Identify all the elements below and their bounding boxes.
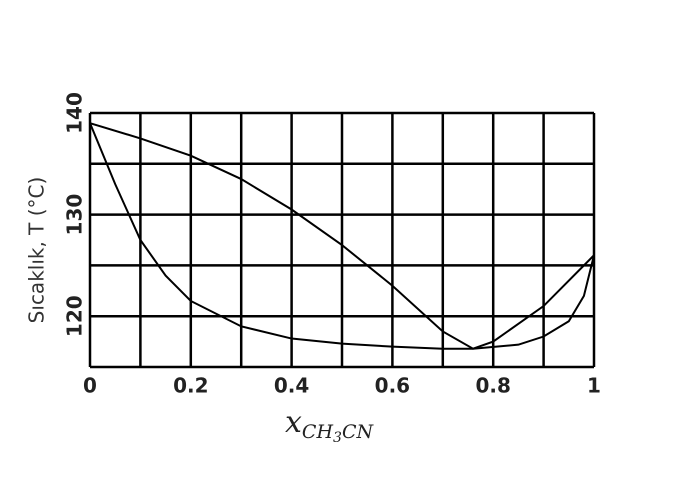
x-tick-label: 0 xyxy=(83,374,97,398)
x-label-subsub: 3 xyxy=(333,430,342,446)
x-label-main: x xyxy=(285,405,302,440)
y-tick-label: 130 xyxy=(63,194,87,236)
x-tick-label: 0.6 xyxy=(375,374,410,398)
x-axis-label: xCH3CN xyxy=(285,405,374,446)
x-tick-label: 1 xyxy=(587,374,601,398)
x-label-sub: CH xyxy=(302,421,334,443)
x-label-sub: CN xyxy=(342,421,375,443)
x-tick-label: 0.8 xyxy=(475,374,510,398)
curve xyxy=(89,122,595,350)
x-tick-label: 0.4 xyxy=(274,374,309,398)
x-tick-label: 0.2 xyxy=(173,374,208,398)
y-axis-label: Sıcaklık, T (°C) xyxy=(25,177,49,324)
y-tick-label: 120 xyxy=(63,295,87,337)
y-tick-label: 140 xyxy=(63,92,87,134)
curve xyxy=(89,122,595,350)
